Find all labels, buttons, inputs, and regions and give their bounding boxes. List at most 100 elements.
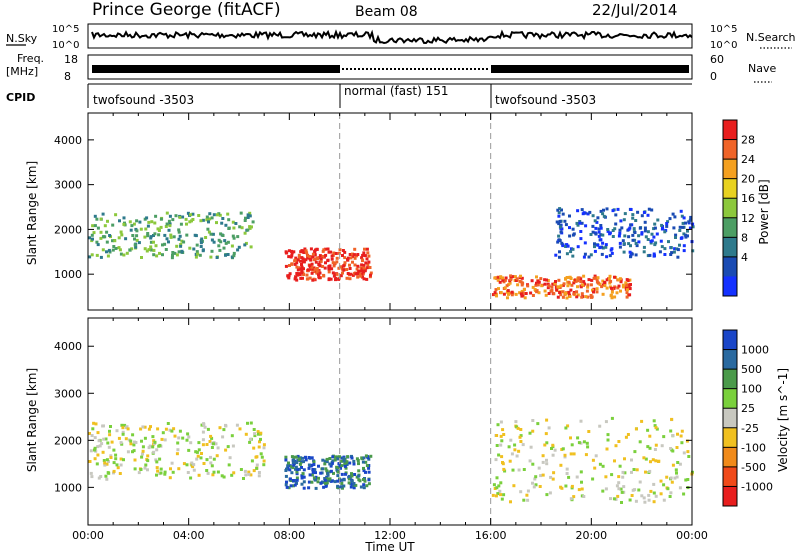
heatmap-cell <box>551 477 555 481</box>
colorbar-segment <box>723 217 737 238</box>
heatmap-cell <box>563 453 567 457</box>
heatmap-cell <box>592 290 595 294</box>
heatmap-cell <box>338 455 342 459</box>
heatmap-cell <box>622 218 626 222</box>
heatmap-cell <box>613 275 616 279</box>
heatmap-cell <box>647 498 651 502</box>
heatmap-cell <box>598 462 602 466</box>
heatmap-cell <box>292 250 296 254</box>
heatmap-cell <box>108 433 112 437</box>
heatmap-cell <box>533 288 537 291</box>
heatmap-cell <box>678 243 681 247</box>
heatmap-cell <box>660 444 664 448</box>
heatmap-cell <box>610 416 614 420</box>
heatmap-cell <box>629 208 633 211</box>
heatmap-cell <box>349 256 353 260</box>
heatmap-cell <box>238 427 242 431</box>
heatmap-cell <box>291 479 295 482</box>
heatmap-cell <box>306 256 310 260</box>
heatmap-cell <box>620 226 624 230</box>
heatmap-cell <box>300 271 304 275</box>
heatmap-cell <box>93 448 96 452</box>
heatmap-cell <box>299 267 303 271</box>
heatmap-cell <box>687 455 691 458</box>
heatmap-cell <box>300 476 304 480</box>
heatmap-cell <box>155 460 159 464</box>
heatmap-cell <box>109 454 113 458</box>
heatmap-cell <box>519 274 522 278</box>
y-tick-label: 3000 <box>54 179 82 192</box>
heatmap-cell <box>545 278 548 282</box>
heatmap-cell <box>321 254 325 258</box>
heatmap-cell <box>207 230 211 234</box>
heatmap-cell <box>356 264 360 268</box>
heatmap-cell <box>138 220 142 224</box>
heatmap-cell <box>196 252 200 256</box>
heatmap-cell <box>118 472 122 475</box>
heatmap-cell <box>340 485 344 489</box>
heatmap-cell <box>621 475 625 479</box>
heatmap-cell <box>365 257 369 261</box>
heatmap-cell <box>546 282 550 286</box>
heatmap-cell <box>215 213 219 217</box>
heatmap-cell <box>587 278 591 282</box>
power-colorbar-label: Power [dB] <box>757 179 771 244</box>
heatmap-cell <box>499 275 503 279</box>
heatmap-cell <box>250 459 254 463</box>
heatmap-cell <box>362 466 365 470</box>
heatmap-cell <box>314 475 318 479</box>
heatmap-cell <box>576 223 580 227</box>
heatmap-cell <box>296 273 300 277</box>
heatmap-cell <box>556 208 560 212</box>
heatmap-cell <box>518 279 522 283</box>
heatmap-cell <box>661 227 665 231</box>
heatmap-cell <box>121 430 125 434</box>
heatmap-cell <box>227 226 231 230</box>
heatmap-cell <box>669 491 673 495</box>
heatmap-cell <box>569 250 573 254</box>
colorbar-segment <box>723 369 737 390</box>
heatmap-cell <box>535 290 539 294</box>
heatmap-cell <box>612 497 616 501</box>
heatmap-cell <box>310 265 314 269</box>
heatmap-cell <box>548 491 552 495</box>
heatmap-cell <box>224 448 228 452</box>
colorbar-segment <box>723 237 737 258</box>
heatmap-cell <box>333 272 337 276</box>
heatmap-cell <box>124 426 128 430</box>
heatmap-cell <box>629 223 633 227</box>
beam-label: Beam 08 <box>355 4 418 20</box>
heatmap-cell <box>335 272 339 276</box>
heatmap-cell <box>150 248 153 252</box>
heatmap-cell <box>580 487 584 491</box>
heatmap-cell <box>360 269 364 273</box>
heatmap-cell <box>340 456 344 460</box>
heatmap-cell <box>620 490 624 494</box>
heatmap-cell <box>679 434 683 438</box>
heatmap-cell <box>567 475 571 479</box>
heatmap-cell <box>678 229 682 232</box>
heatmap-cell <box>681 221 685 225</box>
heatmap-cell <box>545 458 548 462</box>
heatmap-cell <box>524 292 528 295</box>
heatmap-cell <box>146 234 150 238</box>
heatmap-cell <box>357 462 360 466</box>
heatmap-cell <box>199 456 203 460</box>
heatmap-cell <box>579 280 583 284</box>
heatmap-cell <box>143 466 147 470</box>
heatmap-cell <box>669 253 673 256</box>
heatmap-cell <box>294 256 298 260</box>
heatmap-cell <box>232 226 236 230</box>
heatmap-cell <box>606 228 610 231</box>
y-tick-label: 3000 <box>54 387 82 400</box>
heatmap-cell <box>146 459 150 463</box>
heatmap-cell <box>348 267 352 270</box>
heatmap-cell <box>652 482 656 486</box>
heatmap-cell <box>170 256 174 260</box>
heatmap-cell <box>605 447 609 451</box>
heatmap-cell <box>539 474 543 478</box>
heatmap-cell <box>293 483 297 487</box>
heatmap-cell <box>176 441 180 445</box>
heatmap-cell <box>105 458 109 462</box>
heatmap-cell <box>598 246 602 250</box>
